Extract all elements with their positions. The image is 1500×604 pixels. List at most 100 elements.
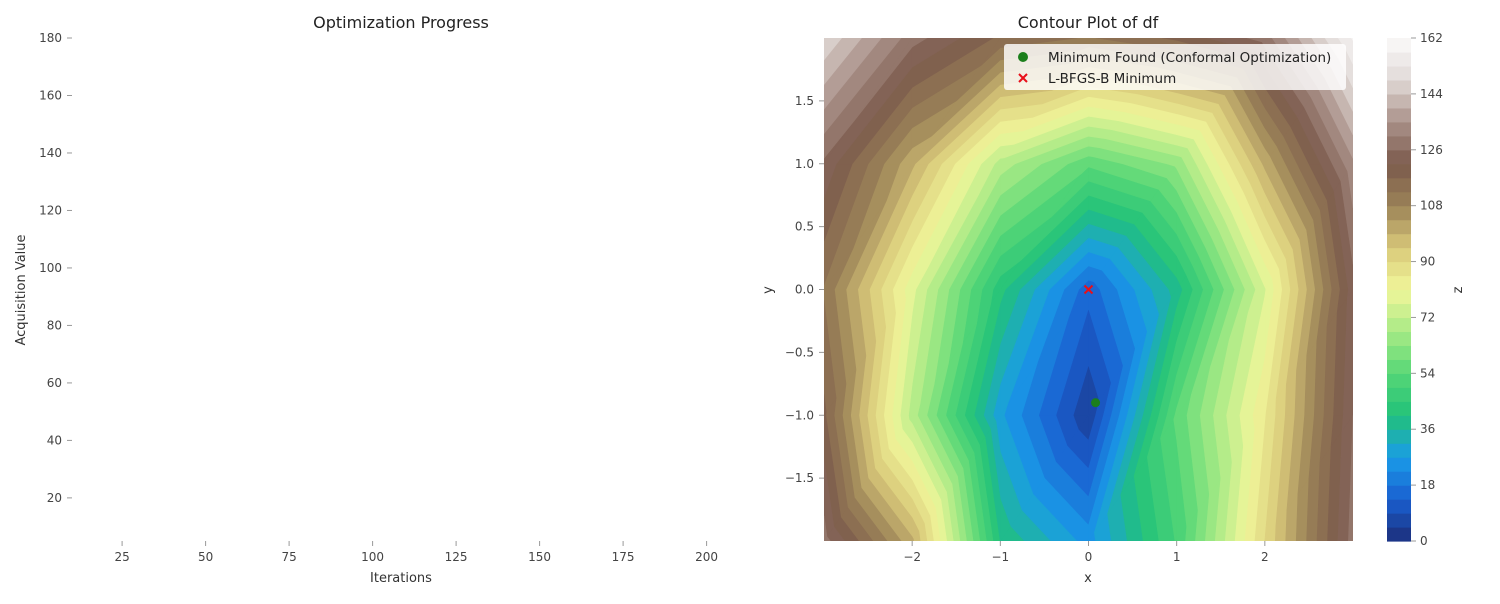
contour-y-tick-label: 1.5 xyxy=(795,94,814,108)
contour-band xyxy=(1055,308,1112,470)
contour-x-tick-label: −1 xyxy=(991,550,1009,564)
colorbar-band xyxy=(1387,205,1411,221)
colorbar-band xyxy=(1387,121,1411,137)
colorbar-band xyxy=(1387,135,1411,151)
colorbar-tick-label: 36 xyxy=(1420,422,1435,436)
colorbar-band xyxy=(1387,261,1411,277)
progress-x-tick-label: 75 xyxy=(281,550,296,564)
legend-items: Minimum Found (Conformal Optimization) L-… xyxy=(1018,50,1331,87)
legend-label: Minimum Found (Conformal Optimization) xyxy=(1048,50,1331,66)
legend-box xyxy=(1004,44,1346,90)
progress-x-label: Iterations xyxy=(370,571,432,586)
contour-y-tick-label: −1.5 xyxy=(785,471,814,485)
progress-y-tick-label: 180 xyxy=(39,31,62,45)
colorbar-band xyxy=(1387,415,1411,430)
progress-x-tick-label: 100 xyxy=(361,550,384,564)
colorbar-band xyxy=(1387,303,1411,319)
colorbar: 0 18 36 54 72 90 108 126 144 162 z xyxy=(1387,31,1466,548)
contour-y-label: y xyxy=(761,286,776,294)
colorbar-band xyxy=(1387,443,1411,458)
contour-y-tick-label: 0.0 xyxy=(795,283,814,297)
colorbar-band xyxy=(1387,93,1411,109)
legend-cross-icon xyxy=(1018,73,1028,83)
contour-band xyxy=(1072,364,1100,442)
contour-y-tick-label: 0.5 xyxy=(795,220,814,234)
colorbar-band xyxy=(1387,233,1411,249)
contour-x-label: x xyxy=(1084,571,1092,586)
lbfgsb-minimum-marker xyxy=(1083,284,1094,295)
progress-y-tick-label: 20 xyxy=(47,491,62,505)
progress-y-tick-label: 60 xyxy=(47,376,62,390)
progress-chart: Optimization Progress 20 40 60 80 100 120 140 1… xyxy=(14,13,718,586)
contour-y-ticks: −1.5 −1.0 −0.5 0.0 0.5 1.0 1.5 xyxy=(785,94,824,485)
colorbar-band xyxy=(1387,79,1411,95)
progress-y-tick-label: 120 xyxy=(39,203,62,217)
progress-y-tick-label: 80 xyxy=(47,318,62,332)
colorbar-band xyxy=(1387,51,1411,67)
legend-circle-icon xyxy=(1018,52,1028,62)
colorbar-band xyxy=(1387,499,1411,514)
colorbar-band xyxy=(1387,527,1411,542)
colorbar-tick-label: 72 xyxy=(1420,310,1435,324)
colorbar-tick-label: 126 xyxy=(1420,143,1443,157)
legend: Minimum Found (Conformal Optimization) L-… xyxy=(1004,44,1346,90)
contour-band xyxy=(824,38,1353,208)
colorbar-label: z xyxy=(1451,286,1466,293)
colorbar-ticks: 0 18 36 54 72 90 108 126 144 162 xyxy=(1411,31,1443,548)
progress-x-ticks: 25 50 75 100 125 150 175 200 xyxy=(114,541,718,564)
contour-x-tick-label: 0 xyxy=(1085,550,1093,564)
progress-y-label: Acquisition Value xyxy=(14,234,29,345)
colorbar-band xyxy=(1387,107,1411,123)
colorbar-band xyxy=(1387,65,1411,81)
colorbar-band xyxy=(1387,513,1411,528)
colorbar-band xyxy=(1387,373,1411,388)
colorbar-band xyxy=(1387,331,1411,346)
colorbar-band xyxy=(1387,457,1411,472)
colorbar-tick-label: 144 xyxy=(1420,87,1443,101)
progress-x-tick-label: 25 xyxy=(114,550,129,564)
colorbar-band xyxy=(1387,219,1411,235)
progress-x-tick-label: 200 xyxy=(695,550,718,564)
contour-y-tick-label: −0.5 xyxy=(785,345,814,359)
colorbar-band xyxy=(1387,149,1411,165)
colorbar-band xyxy=(1387,275,1411,291)
contour-x-tick-label: 2 xyxy=(1261,550,1269,564)
contour-x-tick-label: −2 xyxy=(903,550,921,564)
colorbar-tick-label: 90 xyxy=(1420,255,1435,269)
contour-band xyxy=(1351,38,1353,41)
progress-chart-title: Optimization Progress xyxy=(313,13,489,32)
colorbar-band xyxy=(1387,359,1411,374)
colorbar-band xyxy=(1387,289,1411,305)
contour-y-tick-label: −1.0 xyxy=(785,408,814,422)
progress-y-tick-label: 40 xyxy=(47,433,62,447)
contour-chart-title: Contour Plot of df xyxy=(1018,13,1159,32)
contour-markers xyxy=(1083,284,1101,408)
contour-chart: Contour Plot of df −1.5 −1.0 −0.5 0.0 0.5 1.0… xyxy=(761,13,1466,586)
colorbar-band xyxy=(1387,429,1411,444)
colorbar-band xyxy=(1387,401,1411,416)
colorbar-tick-label: 18 xyxy=(1420,478,1435,492)
colorbar-tick-label: 54 xyxy=(1420,366,1435,380)
progress-y-tick-label: 160 xyxy=(39,88,62,102)
contour-x-tick-label: 1 xyxy=(1173,550,1181,564)
progress-y-ticks: 20 40 60 80 100 120 140 160 180 xyxy=(39,31,72,505)
colorbar-band xyxy=(1387,38,1411,53)
colorbar-bands xyxy=(1387,38,1411,542)
colorbar-tick-label: 162 xyxy=(1420,31,1443,45)
colorbar-band xyxy=(1387,163,1411,179)
contour-y-tick-label: 1.0 xyxy=(795,157,814,171)
colorbar-band xyxy=(1387,247,1411,263)
progress-x-tick-label: 125 xyxy=(445,550,468,564)
progress-y-tick-label: 100 xyxy=(39,261,62,275)
progress-x-tick-label: 150 xyxy=(528,550,551,564)
colorbar-band xyxy=(1387,485,1411,500)
progress-x-tick-label: 50 xyxy=(198,550,213,564)
colorbar-tick-label: 0 xyxy=(1420,534,1428,548)
colorbar-band xyxy=(1387,317,1411,333)
colorbar-band xyxy=(1387,177,1411,193)
colorbar-band xyxy=(1387,387,1411,402)
legend-label: L-BFGS-B Minimum xyxy=(1048,71,1176,87)
colorbar-band xyxy=(1387,471,1411,486)
